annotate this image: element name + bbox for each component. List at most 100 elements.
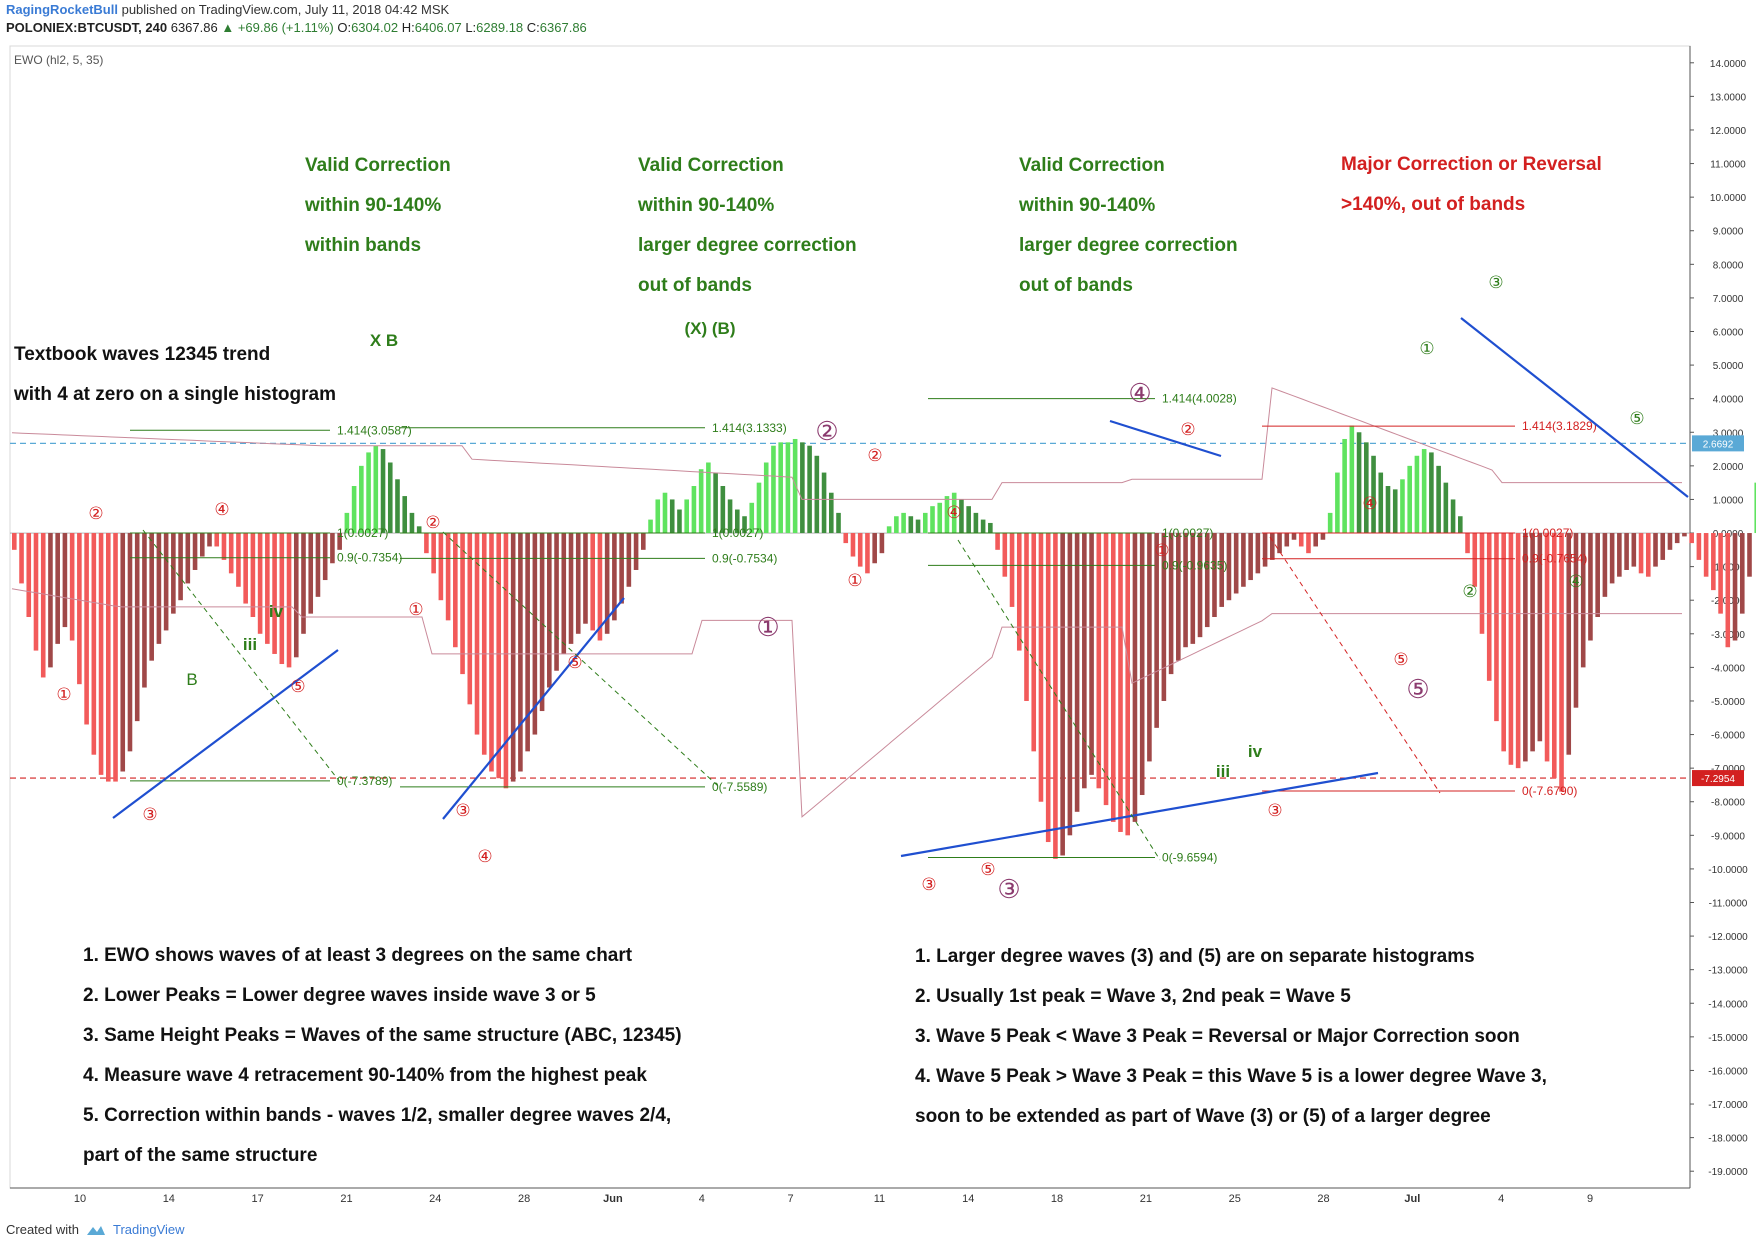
histogram-bar bbox=[424, 533, 429, 554]
histogram-bar bbox=[62, 533, 68, 628]
histogram-bar bbox=[872, 533, 877, 564]
wave-label: ② bbox=[1180, 420, 1195, 439]
histogram-bar bbox=[814, 455, 820, 534]
fib-level-label: 1.414(4.0028) bbox=[1162, 392, 1237, 406]
histogram-bar bbox=[648, 519, 653, 534]
wave-label: ① bbox=[408, 600, 423, 619]
histogram-bar bbox=[980, 519, 986, 534]
histogram-bar bbox=[142, 533, 147, 688]
author-link[interactable]: RagingRocketBull bbox=[6, 2, 118, 17]
histogram-bar bbox=[532, 533, 538, 735]
histogram-bar bbox=[547, 533, 552, 688]
histogram-bar bbox=[1602, 533, 1608, 597]
wave-label: ③ bbox=[1488, 273, 1503, 292]
histogram-bar bbox=[503, 533, 509, 789]
histogram-bar bbox=[489, 533, 494, 772]
histogram-bar bbox=[1226, 533, 1232, 601]
histogram-bar bbox=[1074, 533, 1080, 812]
tradingview-brand[interactable]: TradingView bbox=[112, 1222, 185, 1237]
histogram-bar bbox=[387, 462, 393, 534]
histogram-bar bbox=[134, 533, 140, 722]
histogram-bar bbox=[380, 449, 386, 534]
histogram-bar bbox=[677, 509, 682, 534]
histogram-bar bbox=[199, 533, 205, 557]
histogram-bar bbox=[1486, 533, 1492, 681]
histogram-bar bbox=[243, 533, 248, 604]
histogram-bar bbox=[1494, 533, 1499, 722]
price-marker-label: -7.2954 bbox=[1701, 774, 1735, 785]
histogram-bar bbox=[1306, 533, 1311, 554]
histogram-bar bbox=[1407, 465, 1412, 534]
fib-level-label: 1.414(3.1333) bbox=[712, 421, 787, 435]
histogram-bar bbox=[351, 486, 357, 534]
histogram-bar bbox=[1711, 533, 1716, 591]
histogram-bar bbox=[778, 442, 783, 534]
wave-label: ④ bbox=[214, 500, 229, 519]
x-tick-label: 10 bbox=[74, 1193, 86, 1205]
histogram-bar bbox=[69, 533, 75, 641]
histogram-bar bbox=[1053, 533, 1058, 859]
x-tick-label: Jul bbox=[1404, 1193, 1420, 1205]
histogram-bar bbox=[337, 533, 342, 550]
fib-level-label: 0.9(-0.9635) bbox=[1162, 558, 1227, 572]
y-tick-label: 8.0000 bbox=[1713, 260, 1744, 271]
annotation-green-text: larger degree correction bbox=[1019, 235, 1238, 256]
projection-line bbox=[1269, 536, 1441, 794]
histogram-bar bbox=[221, 533, 227, 560]
histogram-bar bbox=[1270, 533, 1275, 560]
histogram-bar bbox=[1703, 533, 1709, 577]
annotation-green-text: within 90-140% bbox=[637, 195, 774, 216]
trend-line bbox=[900, 771, 1379, 858]
y-tick-label: 9.0000 bbox=[1713, 227, 1744, 238]
histogram-bar bbox=[395, 479, 400, 534]
histogram-bar bbox=[373, 445, 379, 534]
wave-label: iv bbox=[1248, 742, 1263, 761]
histogram-bar bbox=[26, 533, 32, 617]
annotation-green-text: within 90-140% bbox=[304, 195, 441, 216]
open-value: 6304.02 bbox=[351, 20, 399, 35]
histogram-bar bbox=[1168, 533, 1174, 675]
histogram-bar bbox=[1154, 533, 1159, 728]
y-tick-label: -9.0000 bbox=[1711, 831, 1745, 842]
histogram-bar bbox=[1559, 533, 1564, 792]
histogram-bar bbox=[1031, 533, 1037, 752]
histogram-bar bbox=[250, 533, 256, 617]
y-tick-label: -13.0000 bbox=[1708, 966, 1748, 977]
histogram-bar bbox=[590, 533, 595, 631]
fib-level-label: 1.414(3.1829) bbox=[1522, 419, 1597, 433]
y-tick-label: 3.0000 bbox=[1713, 428, 1744, 439]
y-tick-label: -10.0000 bbox=[1708, 865, 1748, 876]
trend-line bbox=[1109, 419, 1222, 458]
x-tick-label: 9 bbox=[1587, 1193, 1593, 1205]
histogram-bar bbox=[1342, 438, 1347, 534]
histogram-bar bbox=[1284, 533, 1290, 547]
annotation-green-text: within bands bbox=[304, 235, 421, 256]
x-tick-label: 21 bbox=[340, 1193, 352, 1205]
x-tick-label: 7 bbox=[788, 1193, 794, 1205]
tradingview-logo-icon bbox=[86, 1225, 105, 1235]
histogram-bar bbox=[105, 533, 111, 782]
fib-level-label: 1(0.0027) bbox=[1162, 526, 1213, 540]
histogram-bar bbox=[1660, 533, 1666, 560]
fib-level-label: 1(0.0027) bbox=[1522, 526, 1573, 540]
histogram-bar bbox=[1421, 449, 1427, 534]
histogram-bar bbox=[265, 533, 270, 644]
histogram-bar bbox=[575, 533, 581, 634]
histogram-bar bbox=[930, 506, 935, 534]
histogram-bar bbox=[518, 533, 523, 772]
histogram-bar bbox=[1132, 533, 1138, 822]
histogram-bar bbox=[40, 533, 46, 678]
high-label: H: bbox=[401, 20, 415, 35]
histogram-bar bbox=[1103, 533, 1109, 806]
y-tick-label: 14.0000 bbox=[1710, 59, 1747, 70]
x-tick-label: 4 bbox=[699, 1193, 705, 1205]
price-marker-badge bbox=[1692, 435, 1744, 452]
histogram-bar bbox=[1667, 533, 1673, 550]
histogram-bar bbox=[171, 533, 176, 614]
histogram-bar bbox=[879, 533, 885, 554]
histogram-bar bbox=[583, 533, 588, 624]
note-left: 4. Measure wave 4 retracement 90-140% fr… bbox=[83, 1065, 647, 1086]
x-tick-label: 17 bbox=[252, 1193, 264, 1205]
note-left: 2. Lower Peaks = Lower degree waves insi… bbox=[83, 985, 596, 1006]
